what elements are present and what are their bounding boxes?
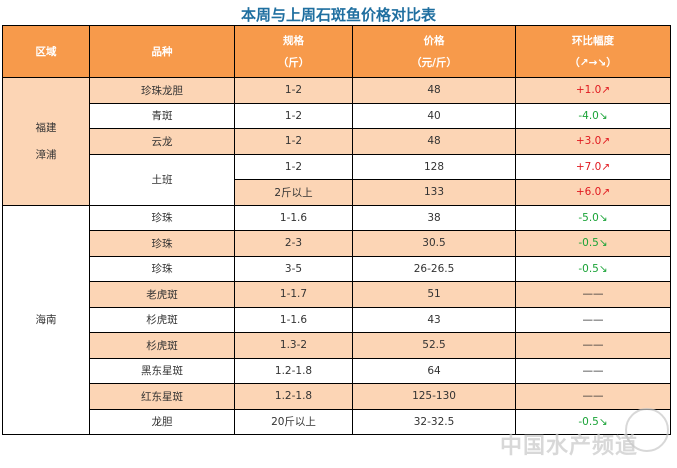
table-row: 海南 珍珠 1-1.6 38 -5.0↘ xyxy=(2,204,671,435)
change-cell: —— xyxy=(515,383,671,410)
table-row: 青斑 1-2 40 -4.0↘ xyxy=(3,102,671,129)
change-cell: —— xyxy=(515,306,671,333)
change-cell: —— xyxy=(515,281,671,308)
spec-cell: 1.2-1.8 xyxy=(234,383,353,410)
change-cell: +6.0↗ xyxy=(515,179,671,206)
price-cell: 43 xyxy=(352,306,516,333)
change-cell: -0.5↘ xyxy=(515,255,671,282)
spec-cell: 1-1.6 xyxy=(234,306,353,333)
table-row: 土班 1-2 128 +7.0↗ xyxy=(3,153,671,206)
price-cell: 32-32.5 xyxy=(352,408,516,435)
spec-cell: 2-3 xyxy=(234,230,353,257)
price-cell: 52.5 xyxy=(352,332,516,359)
price-cell: 48 xyxy=(352,128,516,155)
price-cell: 48 xyxy=(352,77,516,104)
table-row: 福建 漳浦 珍珠龙胆 1-2 48 +1.0↗ xyxy=(2,77,671,206)
price-cell: 30.5 xyxy=(352,230,516,257)
spec-cell: 1-2 xyxy=(234,102,353,129)
change-cell: +1.0↗ xyxy=(515,77,671,104)
table-row: 杉虎斑 1.3-2 52.5 —— xyxy=(3,332,671,359)
spec-cell: 1-1.6 xyxy=(234,204,353,231)
price-cell: 125-130 xyxy=(352,383,516,410)
spec-cell: 1-1.7 xyxy=(234,281,353,308)
watermark: 中国水产频道 xyxy=(500,434,639,459)
table-row: 云龙 1-2 48 +3.0↗ xyxy=(3,128,671,155)
table-row: 杉虎斑 1-1.6 43 —— xyxy=(3,306,671,333)
spec-cell: 20斤以上 xyxy=(234,408,353,435)
table-row: 黑东星斑 1.2-1.8 64 —— xyxy=(3,357,671,384)
region-cell: 福建 漳浦 xyxy=(2,77,90,206)
header-row: 区域 品种 规格 （斤） 价格 （元/斤） 环比幅度 （↗→↘） xyxy=(2,25,671,78)
table-row: 老虎斑 1-1.7 51 —— xyxy=(3,281,671,308)
watermark-globe-icon xyxy=(625,408,669,452)
change-cell: —— xyxy=(515,357,671,384)
variety-cell: 杉虎斑 xyxy=(89,306,235,333)
variety-cell: 老虎斑 xyxy=(89,281,235,308)
variety-cell: 杉虎斑 xyxy=(89,332,235,359)
header-region: 区域 xyxy=(2,25,90,78)
spec-cell: 3-5 xyxy=(234,255,353,282)
table-row: 珍珠 3-5 26-26.5 -0.5↘ xyxy=(3,255,671,282)
header-spec-unit: （斤） xyxy=(277,56,310,69)
table-title: 本周与上周石斑鱼价格对比表 xyxy=(240,6,436,24)
variety-cell: 龙胆 xyxy=(89,408,235,435)
header-price-label: 价格 xyxy=(423,34,445,47)
price-cell: 133 xyxy=(352,179,516,206)
change-cell: -4.0↘ xyxy=(515,102,671,129)
table-row: 红东星斑 1.2-1.8 125-130 —— xyxy=(3,383,671,410)
price-cell: 38 xyxy=(352,204,516,231)
price-table: 区域 品种 规格 （斤） 价格 （元/斤） 环比幅度 （↗→↘） 福建 漳浦 珍珠龙胆 1-… xyxy=(2,25,671,435)
price-cell: 26-26.5 xyxy=(352,255,516,282)
variety-cell: 珍珠 xyxy=(89,204,235,231)
header-price: 价格 （元/斤） xyxy=(352,25,516,78)
header-change-unit: （↗→↘） xyxy=(569,56,617,69)
region-label: 福建 xyxy=(35,122,57,135)
header-change: 环比幅度 （↗→↘） xyxy=(515,25,671,78)
spec-cell: 2斤以上 xyxy=(234,179,353,206)
spec-cell: 1.3-2 xyxy=(234,332,353,359)
table-row: 珍珠 2-3 30.5 -0.5↘ xyxy=(3,230,671,257)
table-row: 2斤以上 133 +6.0↗ xyxy=(3,179,671,206)
header-variety: 品种 xyxy=(89,25,235,78)
region-label: 漳浦 xyxy=(35,149,57,162)
region-cell: 海南 xyxy=(2,204,90,435)
spec-cell: 1-2 xyxy=(234,128,353,155)
header-price-unit: （元/斤） xyxy=(411,56,457,69)
change-cell: —— xyxy=(515,332,671,359)
change-cell: -0.5↘ xyxy=(515,230,671,257)
variety-cell: 土班 xyxy=(89,153,235,206)
variety-cell: 云龙 xyxy=(89,128,235,155)
variety-cell: 珍珠龙胆 xyxy=(89,77,235,104)
header-spec-label: 规格 xyxy=(283,34,304,47)
variety-cell: 珍珠 xyxy=(89,255,235,282)
variety-cell: 青斑 xyxy=(89,102,235,129)
price-cell: 40 xyxy=(352,102,516,129)
variety-cell: 珍珠 xyxy=(89,230,235,257)
header-change-label: 环比幅度 xyxy=(572,34,614,47)
spec-cell: 1-2 xyxy=(234,77,353,104)
change-cell: +3.0↗ xyxy=(515,128,671,155)
price-cell: 64 xyxy=(352,357,516,384)
spec-cell: 1-2 xyxy=(234,153,353,180)
variety-cell: 黑东星斑 xyxy=(89,357,235,384)
header-spec: 规格 （斤） xyxy=(234,25,353,78)
price-cell: 51 xyxy=(352,281,516,308)
change-cell: +7.0↗ xyxy=(515,153,671,180)
variety-cell: 红东星斑 xyxy=(89,383,235,410)
spec-cell: 1.2-1.8 xyxy=(234,357,353,384)
price-cell: 128 xyxy=(352,153,516,180)
change-cell: -5.0↘ xyxy=(515,204,671,231)
